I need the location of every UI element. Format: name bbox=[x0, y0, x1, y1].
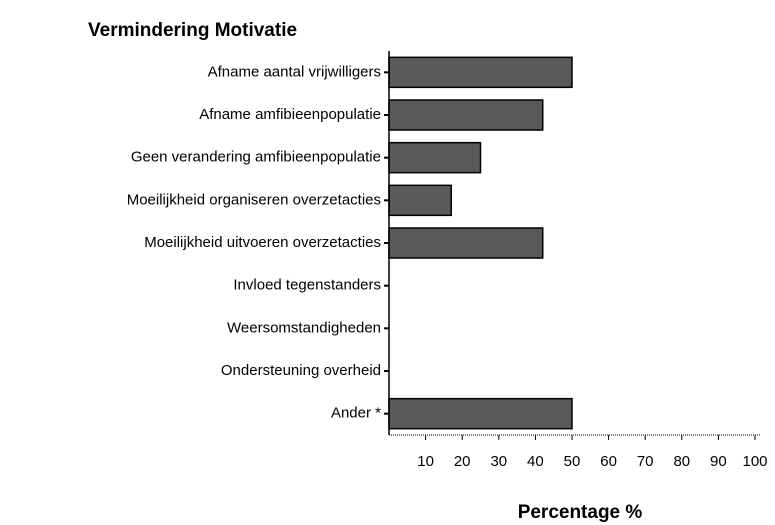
x-tick-label: 10 bbox=[417, 453, 434, 470]
y-tick-label: Geen verandering amfibieenpopulatie bbox=[131, 149, 381, 166]
bar bbox=[388, 227, 544, 259]
y-tick-label: Moeilijkheid uitvoeren overzetacties bbox=[144, 234, 381, 251]
x-tick-label: 100 bbox=[742, 453, 767, 470]
y-tick-label: Afname amfibieenpopulatie bbox=[199, 106, 381, 123]
x-tick-label: 70 bbox=[637, 453, 654, 470]
chart-title: Vermindering Motivatie bbox=[88, 20, 297, 41]
y-tick-label: Afname aantal vrijwilligers bbox=[208, 63, 381, 80]
x-tick-label: 20 bbox=[454, 453, 471, 470]
bar bbox=[388, 141, 482, 174]
x-tick-label: 40 bbox=[527, 453, 544, 470]
x-axis-label: Percentage % bbox=[518, 502, 643, 523]
y-tick-label: Invloed tegenstanders bbox=[233, 277, 381, 294]
y-tick-label: Ander * bbox=[331, 405, 381, 422]
bar bbox=[388, 99, 544, 131]
x-tick-label: 50 bbox=[564, 453, 581, 470]
y-tick-label: Moeilijkheid organiseren overzetacties bbox=[127, 191, 381, 208]
y-tick-label: Weersomstandigheden bbox=[227, 319, 381, 336]
bar bbox=[388, 184, 452, 217]
x-tick-label: 80 bbox=[673, 453, 690, 470]
bar bbox=[388, 56, 573, 89]
x-tick-label: 30 bbox=[490, 453, 507, 470]
x-tick-label: 60 bbox=[600, 453, 617, 470]
bar bbox=[388, 397, 573, 430]
x-tick-label: 90 bbox=[710, 453, 727, 470]
y-tick-label: Ondersteuning overheid bbox=[221, 362, 381, 379]
